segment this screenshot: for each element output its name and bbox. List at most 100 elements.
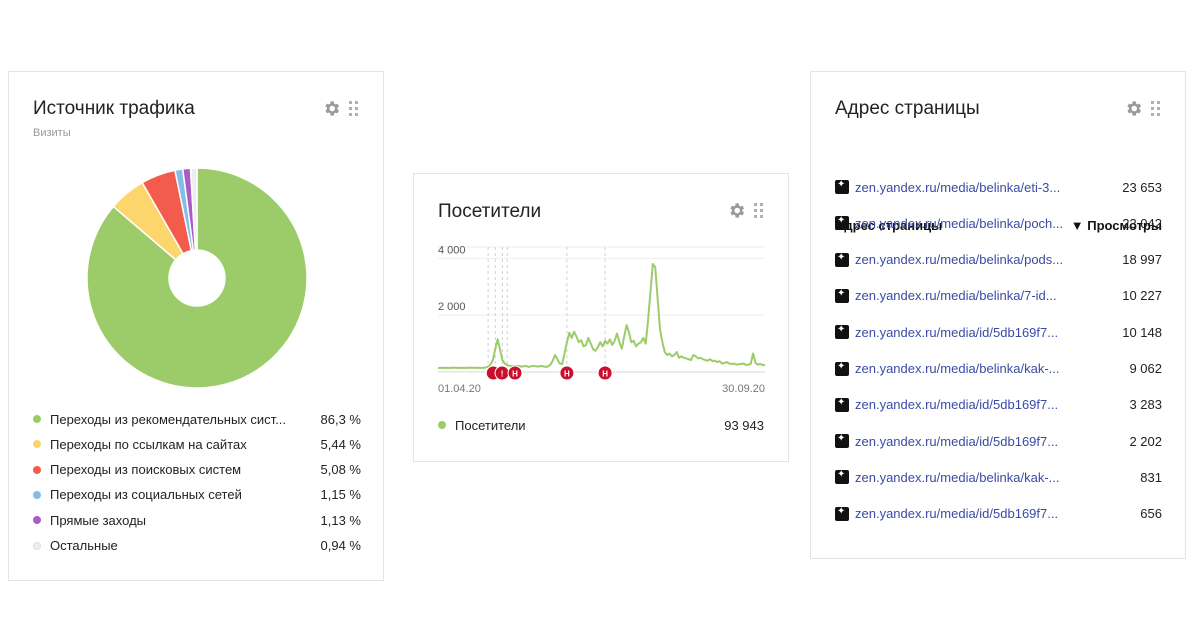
page-url-link[interactable]: zen.yandex.ru/media/belinka/pods... — [855, 252, 1062, 268]
visitors-card-tools — [727, 201, 764, 220]
page-views-value: 3 283 — [1129, 397, 1162, 413]
page-url-link[interactable]: zen.yandex.ru/media/belinka/kak-... — [855, 361, 1060, 376]
page-address-card: Адрес страницы Адрес страницы ▼ Просмотр… — [810, 71, 1186, 559]
gear-icon[interactable] — [1124, 99, 1143, 118]
traffic-legend-item[interactable]: Переходы из поисковых систем 5,08 % — [33, 460, 361, 480]
table-row: zen.yandex.ru/media/belinka/7-id... 10 22… — [835, 286, 1162, 306]
legend-value: 5,44 % — [320, 436, 361, 452]
drag-handle-icon[interactable] — [1151, 101, 1161, 116]
legend-label: Переходы из поисковых систем — [50, 462, 242, 478]
legend-color-dot — [33, 415, 41, 423]
drag-handle-icon[interactable] — [754, 203, 764, 218]
legend-value: 5,08 % — [320, 462, 361, 478]
donut-slice[interactable] — [189, 167, 198, 251]
page-views-value: 2 202 — [1129, 433, 1162, 449]
legend-color-dot — [33, 516, 41, 525]
table-row: zen.yandex.ru/media/id/5db169f7... 656 — [835, 504, 1162, 524]
page-url-link[interactable]: zen.yandex.ru/media/id/5db169f7... — [855, 433, 1059, 449]
table-row: zen.yandex.ru/media/belinka/pods... 18 99… — [835, 250, 1162, 270]
page-url-link[interactable]: zen.yandex.ru/media/id/5db169f7... — [855, 506, 1059, 522]
legend-label: Переходы из рекомендательных сист... — [50, 411, 287, 427]
visitors-card-title: Посетители — [438, 201, 542, 222]
legend-color-dot — [33, 465, 41, 474]
table-row: zen.yandex.ru/media/id/5db169f7... 3 283 — [835, 395, 1162, 415]
traffic-donut-chart — [86, 167, 308, 389]
legend-value: 1,15 % — [320, 487, 361, 503]
event-marker-label: H — [512, 370, 518, 379]
legend-label: Переходы по ссылкам на сайтах — [50, 436, 247, 452]
y-tick-label: 2 000 — [438, 301, 466, 313]
page-url-link[interactable]: zen.yandex.ru/media/belinka/poch... — [855, 215, 1062, 231]
table-row: zen.yandex.ru/media/id/5db169f7... 10 148 — [835, 322, 1162, 342]
legend-label: Переходы из социальных сетей — [50, 487, 242, 503]
page-views-value: 23 653 — [1122, 179, 1162, 195]
page-views-value: 23 042 — [1122, 215, 1162, 231]
table-row: zen.yandex.ru/media/belinka/eti-3... 23 6… — [835, 177, 1162, 197]
column-header-views-sort[interactable]: ▼ Просмотры — [1070, 218, 1162, 233]
page-views-value: 656 — [1140, 506, 1162, 522]
page-url-link[interactable]: zen.yandex.ru/media/belinka/7-id... — [855, 288, 1057, 304]
table-row: zen.yandex.ru/media/id/5db169f7... 2 202 — [835, 431, 1162, 451]
visitors-line-chart: 2 000 4 000! H H H 01.04.20 30.09.20 — [437, 244, 766, 395]
zen-favicon-icon — [835, 361, 849, 376]
visitors-legend-row: Посетители 93 943 — [438, 415, 764, 435]
zen-favicon-icon — [835, 506, 849, 521]
legend-value: 0,94 % — [320, 538, 361, 553]
visitors-legend-label: Посетители — [455, 417, 526, 433]
traffic-legend-item[interactable]: Остальные 0,94 % — [33, 536, 361, 556]
donut-slice[interactable] — [86, 167, 308, 389]
visitors-legend-dot — [438, 421, 446, 429]
zen-favicon-icon — [835, 252, 849, 267]
legend-color-dot — [33, 490, 41, 499]
visitors-legend-value: 93 943 — [724, 417, 764, 433]
traffic-card-title: Источник трафика — [33, 98, 195, 119]
traffic-legend-item[interactable]: Переходы по ссылкам на сайтах 5,44 % — [33, 434, 361, 454]
gear-icon[interactable] — [727, 201, 746, 220]
zen-favicon-icon — [835, 324, 849, 340]
page-url-link[interactable]: zen.yandex.ru/media/belinka/eti-3... — [855, 179, 1061, 195]
table-row: zen.yandex.ru/media/belinka/kak-... 831 — [835, 467, 1162, 487]
y-tick-label: 4 000 — [438, 244, 466, 256]
page-views-value: 9 062 — [1129, 361, 1162, 376]
traffic-legend-item[interactable]: Переходы из социальных сетей 1,15 % — [33, 485, 361, 505]
traffic-card-subtitle: Визиты — [33, 127, 71, 139]
traffic-legend-item[interactable]: Переходы из рекомендательных сист... 86,3… — [33, 409, 361, 429]
column-header-url[interactable]: Адрес страницы — [835, 218, 943, 233]
zen-favicon-icon — [835, 397, 849, 412]
event-marker[interactable] — [507, 365, 523, 381]
legend-label: Прямые заходы — [50, 512, 147, 528]
event-marker[interactable] — [559, 365, 575, 381]
page-views-value: 18 997 — [1122, 252, 1162, 268]
traffic-card-tools — [322, 99, 359, 118]
page-views-value: 10 227 — [1122, 288, 1162, 304]
event-marker-label: H — [564, 370, 570, 379]
page-url-link[interactable]: zen.yandex.ru/media/belinka/kak-... — [855, 469, 1060, 485]
legend-label: Остальные — [50, 538, 118, 553]
visitors-card: Посетители 2 000 4 000! H H H 01.04.20 30.09.2… — [413, 173, 789, 462]
table-row: zen.yandex.ru/media/belinka/poch... 23 04… — [835, 213, 1162, 233]
pages-card-tools — [1124, 99, 1161, 118]
legend-color-dot — [33, 541, 41, 550]
legend-value: 1,13 % — [320, 512, 361, 528]
page-url-link[interactable]: zen.yandex.ru/media/id/5db169f7... — [855, 397, 1059, 413]
x-tick-label: 01.04.20 — [438, 383, 481, 395]
zen-favicon-icon — [835, 215, 849, 231]
page-views-value: 831 — [1140, 469, 1162, 485]
x-tick-label: 30.09.20 — [722, 383, 765, 395]
page-views-value: 10 148 — [1122, 324, 1162, 340]
gear-icon[interactable] — [322, 99, 341, 118]
zen-favicon-icon — [835, 469, 849, 485]
pages-card-title: Адрес страницы — [835, 98, 980, 119]
event-marker[interactable] — [597, 365, 613, 381]
drag-handle-icon[interactable] — [349, 101, 359, 116]
zen-favicon-icon — [835, 288, 849, 303]
legend-color-dot — [33, 440, 41, 449]
zen-favicon-icon — [835, 179, 849, 194]
event-marker-label: ! — [501, 370, 504, 379]
page-url-link[interactable]: zen.yandex.ru/media/id/5db169f7... — [855, 324, 1059, 340]
traffic-legend-item[interactable]: Прямые заходы 1,13 % — [33, 510, 361, 530]
table-row: zen.yandex.ru/media/belinka/kak-... 9 062 — [835, 359, 1162, 379]
series-line-visitors — [437, 263, 766, 369]
event-marker-label: H — [602, 370, 608, 379]
legend-value: 86,3 % — [320, 411, 361, 427]
